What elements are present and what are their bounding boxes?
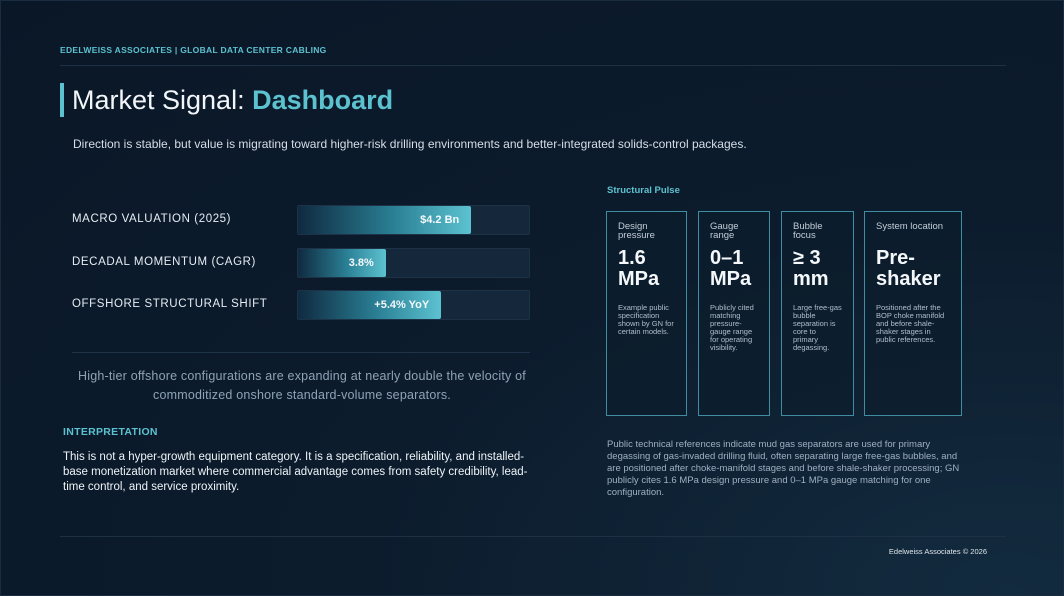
metric-row-offshore-shift: OFFSHORE STRUCTURAL SHIFT +5.4% YoY: [72, 290, 532, 320]
footer-copyright: Edelweiss Associates © 2026: [888, 547, 987, 556]
metric-bar-fill: [298, 206, 472, 234]
metric-value: +5.4% YoY: [374, 299, 430, 311]
card-value: 1.6 MPa: [618, 247, 660, 290]
metric-bar-track: 3.8%: [297, 248, 530, 278]
interpretation-body: This is not a hyper-growth equipment cat…: [63, 451, 528, 493]
metric-bar-track: +5.4% YoY: [297, 290, 530, 320]
metric-label: DECADAL MOMENTUM (CAGR): [72, 256, 256, 268]
card-description: Example public specification shown by GN…: [618, 303, 674, 336]
pulse-card-gauge-range: Gauge range 0–1 MPa Publicly cited match…: [698, 211, 770, 416]
metric-value: 3.8%: [348, 257, 374, 269]
page-title-highlight: Dashboard: [252, 85, 394, 115]
metric-row-decadal-momentum: DECADAL MOMENTUM (CAGR) 3.8%: [72, 248, 532, 278]
metric-label: OFFSHORE STRUCTURAL SHIFT: [72, 298, 268, 310]
header-divider: [60, 65, 1006, 66]
page-title-prefix: Market Signal:: [72, 85, 253, 115]
title-accent-bar: [60, 83, 64, 117]
card-label: Design pressure: [618, 221, 655, 241]
interpretation-heading: INTERPRETATION: [63, 426, 158, 438]
card-value: Pre-shaker: [876, 247, 941, 290]
metric-label: MACRO VALUATION (2025): [72, 213, 232, 225]
card-description: Large free-gas bubble separation is core…: [793, 303, 842, 352]
metric-bar-fill: [298, 291, 442, 319]
pulse-card-system-location: System location Pre-shaker Positioned af…: [864, 211, 962, 416]
card-label: System location: [876, 221, 944, 232]
pulse-card-design-pressure: Design pressure 1.6 MPa Example public s…: [606, 211, 687, 416]
structural-pulse-heading: Structural Pulse: [607, 185, 680, 196]
insight-quote: High-tier offshore configurations are ex…: [78, 369, 526, 402]
metric-row-macro-valuation: MACRO VALUATION (2025) $4.2 Bn: [72, 205, 532, 235]
page-title: Market Signal: Dashboard: [72, 85, 393, 116]
pulse-summary: Public technical references indicate mud…: [607, 439, 960, 498]
section-divider: [72, 352, 530, 353]
page-subtitle: Direction is stable, but value is migrat…: [73, 137, 747, 151]
header-brand: EDELWEISS ASSOCIATES | GLOBAL DATA CENTE…: [60, 45, 327, 55]
card-description: Publicly cited matching pressure-gauge r…: [710, 303, 754, 352]
card-label: Gauge range: [710, 221, 739, 241]
metric-bar-fill: [298, 249, 386, 277]
metric-value: $4.2 Bn: [420, 214, 460, 226]
card-description: Positioned after the BOP choke manifold …: [876, 303, 945, 344]
card-value: ≥ 3 mm: [793, 247, 829, 290]
footer-divider: [60, 536, 1006, 537]
card-label: Bubble focus: [793, 221, 823, 241]
pulse-card-bubble-focus: Bubble focus ≥ 3 mm Large free-gas bubbl…: [781, 211, 854, 416]
metric-bar-track: $4.2 Bn: [297, 205, 530, 235]
card-value: 0–1 MPa: [710, 247, 752, 290]
